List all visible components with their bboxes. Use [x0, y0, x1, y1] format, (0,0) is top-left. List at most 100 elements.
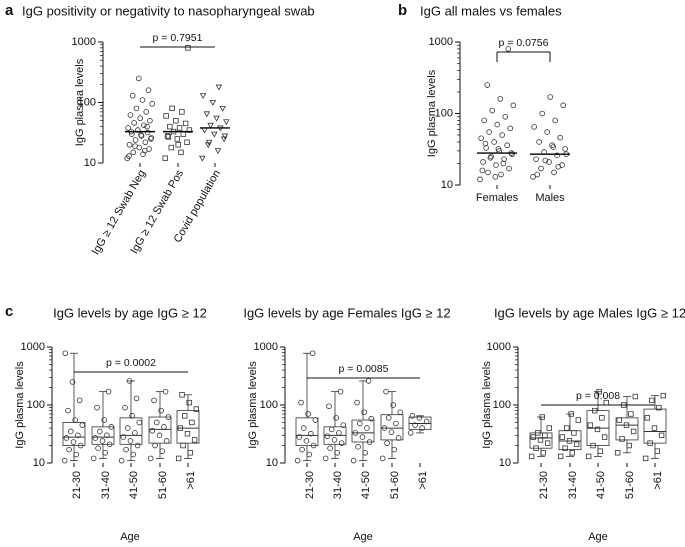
point: [175, 455, 182, 462]
point: [419, 425, 426, 431]
y-tick-label: 100: [78, 96, 96, 108]
point: [423, 418, 430, 425]
point: [654, 448, 660, 454]
point: [528, 453, 535, 460]
point: [75, 432, 81, 439]
point: [132, 430, 138, 436]
point: [162, 155, 168, 161]
point: [647, 440, 653, 446]
point: [592, 407, 598, 414]
point: [336, 430, 342, 436]
point: [142, 139, 149, 146]
point: [144, 123, 150, 130]
x-tick-label: 21-30: [304, 471, 316, 499]
point: [486, 129, 492, 135]
point: [642, 455, 649, 462]
point: [174, 136, 180, 142]
point: [340, 422, 347, 428]
point: [555, 163, 562, 170]
point: [221, 133, 229, 140]
point: [193, 406, 200, 412]
point: [546, 159, 552, 165]
y-tick-label: 10: [33, 457, 45, 469]
point: [186, 127, 193, 133]
point: [135, 75, 142, 82]
x-tick-label: >61: [652, 471, 664, 490]
point: [630, 428, 637, 435]
x-tick-label: >61: [185, 471, 197, 490]
point: [409, 413, 416, 419]
point: [481, 117, 488, 124]
point: [626, 442, 632, 449]
chart-title: IgG all males vs females: [420, 3, 562, 18]
point: [381, 425, 388, 431]
point: [129, 92, 136, 99]
point: [126, 378, 133, 384]
point: [482, 140, 489, 147]
point: [69, 379, 76, 385]
point: [66, 446, 72, 453]
point: [366, 439, 373, 445]
point: [310, 442, 317, 449]
point: [632, 393, 639, 400]
point: [554, 152, 560, 159]
point: [587, 422, 594, 428]
point: [552, 117, 558, 124]
point: [96, 428, 103, 435]
y-tick-label: 1000: [21, 341, 45, 353]
y-axis-label: IgG plasma levels: [14, 361, 26, 449]
y-tick-label: 100: [435, 107, 453, 119]
point: [533, 445, 539, 451]
point: [147, 136, 154, 142]
point: [493, 162, 499, 168]
point: [539, 414, 545, 420]
point: [539, 110, 545, 117]
y-tick-label: 1000: [429, 36, 453, 48]
point: [127, 112, 134, 118]
point: [180, 442, 186, 449]
point: [175, 142, 181, 148]
point: [62, 350, 69, 357]
point: [623, 422, 630, 428]
point: [478, 135, 484, 142]
x-tick-label: 31-40: [100, 471, 112, 499]
point: [327, 445, 333, 451]
point: [356, 420, 363, 427]
point: [176, 125, 183, 131]
point: [499, 132, 505, 138]
point: [101, 417, 107, 423]
p-value: p = 0.0085: [339, 363, 389, 375]
y-tick-label: 10: [84, 157, 96, 169]
point: [569, 450, 575, 456]
point: [182, 413, 188, 419]
point: [124, 425, 131, 431]
point: [510, 102, 517, 109]
point: [491, 139, 497, 145]
point: [544, 440, 551, 446]
point: [168, 144, 174, 151]
point: [616, 417, 623, 423]
chart-title: IgG levels by age Males IgG ≥ 12: [494, 305, 685, 320]
point: [596, 388, 602, 395]
point: [312, 417, 319, 423]
point: [495, 146, 502, 152]
x-axis-label: Age: [353, 531, 373, 543]
point: [531, 124, 537, 130]
point: [502, 113, 509, 120]
point: [350, 457, 357, 464]
point: [133, 105, 140, 112]
point: [138, 133, 145, 139]
point: [354, 399, 360, 406]
point: [158, 407, 164, 414]
point: [132, 143, 138, 149]
point: [149, 101, 156, 107]
point: [179, 392, 185, 398]
point: [530, 434, 537, 440]
x-tick-label: >61: [417, 471, 429, 490]
point: [67, 428, 74, 435]
point: [185, 45, 191, 51]
point: [294, 457, 301, 464]
point: [619, 436, 625, 442]
p-value: p = 0.7951: [153, 32, 203, 44]
